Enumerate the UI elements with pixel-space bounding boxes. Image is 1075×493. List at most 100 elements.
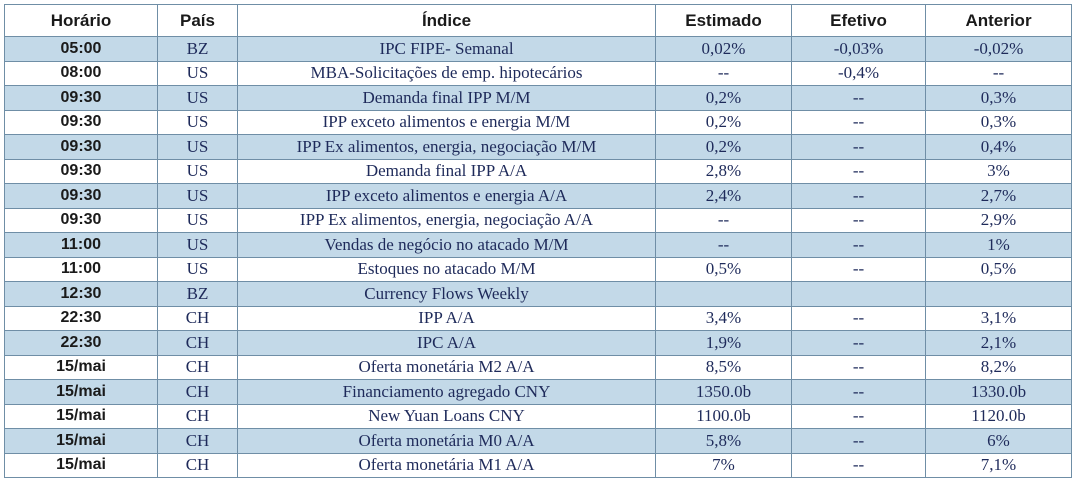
- actual-cell: -0,03%: [791, 36, 926, 62]
- index-cell: Financiamento agregado CNY: [237, 379, 656, 405]
- table-row: 09:30 US Demanda final IPP M/M 0,2% -- 0,3%: [4, 85, 1072, 111]
- actual-cell: --: [791, 85, 926, 111]
- time-cell: 11:00: [4, 232, 158, 258]
- previous-cell: 0,4%: [925, 134, 1072, 160]
- estimated-cell: 1100.0b: [655, 403, 792, 429]
- previous-cell: 0,3%: [925, 85, 1072, 111]
- time-cell: 15/mai: [4, 428, 158, 454]
- previous-cell: 1330.0b: [925, 379, 1072, 405]
- time-cell: 15/mai: [4, 354, 158, 380]
- index-cell: IPP Ex alimentos, energia, negociação M/…: [237, 134, 656, 160]
- country-cell: BZ: [157, 281, 238, 307]
- actual-cell: [791, 281, 926, 307]
- country-cell: US: [157, 109, 238, 135]
- country-cell: CH: [157, 305, 238, 331]
- header-actual: Efetivo: [791, 4, 926, 37]
- country-cell: BZ: [157, 36, 238, 62]
- index-cell: IPP A/A: [237, 305, 656, 331]
- time-cell: 09:30: [4, 158, 158, 184]
- time-cell: 08:00: [4, 60, 158, 86]
- time-cell: 15/mai: [4, 452, 158, 478]
- table-row: 11:00 US Estoques no atacado M/M 0,5% -- 0,5%: [4, 256, 1072, 282]
- estimated-cell: 2,4%: [655, 183, 792, 209]
- header-estimated: Estimado: [655, 4, 792, 37]
- table-row: 09:30 US IPP Ex alimentos, energia, negoci…: [4, 134, 1072, 160]
- estimated-cell: 0,2%: [655, 85, 792, 111]
- previous-cell: -0,02%: [925, 36, 1072, 62]
- time-cell: 09:30: [4, 109, 158, 135]
- time-cell: 09:30: [4, 134, 158, 160]
- country-cell: US: [157, 85, 238, 111]
- header-index: Índice: [237, 4, 656, 37]
- country-cell: US: [157, 207, 238, 233]
- table-row: 15/mai CH Oferta monetária M0 A/A 5,8% -- 6%: [4, 428, 1072, 454]
- table-row: 11:00 US Vendas de negócio no atacado M/M -…: [4, 232, 1072, 258]
- actual-cell: --: [791, 158, 926, 184]
- country-cell: US: [157, 183, 238, 209]
- header-previous: Anterior: [925, 4, 1072, 37]
- country-cell: US: [157, 256, 238, 282]
- table-row: 09:30 US Demanda final IPP A/A 2,8% -- 3%: [4, 158, 1072, 184]
- table-row: 05:00 BZ IPC FIPE- Semanal 0,02% -0,03% -0,02…: [4, 36, 1072, 62]
- time-cell: 15/mai: [4, 403, 158, 429]
- estimated-cell: 8,5%: [655, 354, 792, 380]
- table-row: 15/mai CH New Yuan Loans CNY 1100.0b -- 1120.…: [4, 403, 1072, 429]
- economic-calendar-table: Horário País Índice Estimado Efetivo Ant…: [4, 4, 1072, 478]
- estimated-cell: 5,8%: [655, 428, 792, 454]
- estimated-cell: 0,5%: [655, 256, 792, 282]
- estimated-cell: 0,2%: [655, 134, 792, 160]
- time-cell: 15/mai: [4, 379, 158, 405]
- time-cell: 09:30: [4, 85, 158, 111]
- country-cell: US: [157, 134, 238, 160]
- table-row: 22:30 CH IPC A/A 1,9% -- 2,1%: [4, 330, 1072, 356]
- index-cell: Vendas de negócio no atacado M/M: [237, 232, 656, 258]
- country-cell: CH: [157, 428, 238, 454]
- previous-cell: --: [925, 60, 1072, 86]
- actual-cell: --: [791, 379, 926, 405]
- actual-cell: --: [791, 109, 926, 135]
- actual-cell: --: [791, 232, 926, 258]
- table-row: 22:30 CH IPP A/A 3,4% -- 3,1%: [4, 305, 1072, 331]
- index-cell: Oferta monetária M2 A/A: [237, 354, 656, 380]
- index-cell: IPP exceto alimentos e energia A/A: [237, 183, 656, 209]
- index-cell: IPC FIPE- Semanal: [237, 36, 656, 62]
- country-cell: CH: [157, 403, 238, 429]
- estimated-cell: 0,02%: [655, 36, 792, 62]
- table-row: 09:30 US IPP exceto alimentos e energia A/…: [4, 183, 1072, 209]
- previous-cell: 2,9%: [925, 207, 1072, 233]
- actual-cell: --: [791, 452, 926, 478]
- estimated-cell: 1350.0b: [655, 379, 792, 405]
- previous-cell: 7,1%: [925, 452, 1072, 478]
- country-cell: US: [157, 60, 238, 86]
- country-cell: CH: [157, 330, 238, 356]
- actual-cell: --: [791, 134, 926, 160]
- time-cell: 12:30: [4, 281, 158, 307]
- header-row: Horário País Índice Estimado Efetivo Ant…: [4, 4, 1072, 37]
- estimated-cell: --: [655, 60, 792, 86]
- actual-cell: --: [791, 207, 926, 233]
- index-cell: New Yuan Loans CNY: [237, 403, 656, 429]
- header-time: Horário: [4, 4, 158, 37]
- country-cell: US: [157, 232, 238, 258]
- previous-cell: 3,1%: [925, 305, 1072, 331]
- estimated-cell: --: [655, 207, 792, 233]
- table-row: 15/mai CH Oferta monetária M2 A/A 8,5% -- 8,2…: [4, 354, 1072, 380]
- country-cell: CH: [157, 379, 238, 405]
- previous-cell: 2,1%: [925, 330, 1072, 356]
- country-cell: CH: [157, 452, 238, 478]
- index-cell: Demanda final IPP A/A: [237, 158, 656, 184]
- previous-cell: 1120.0b: [925, 403, 1072, 429]
- actual-cell: --: [791, 428, 926, 454]
- actual-cell: --: [791, 330, 926, 356]
- table-row: 15/mai CH Oferta monetária M1 A/A 7% -- 7,1%: [4, 452, 1072, 478]
- index-cell: IPP exceto alimentos e energia M/M: [237, 109, 656, 135]
- previous-cell: 8,2%: [925, 354, 1072, 380]
- time-cell: 22:30: [4, 305, 158, 331]
- index-cell: IPP Ex alimentos, energia, negociação A/…: [237, 207, 656, 233]
- estimated-cell: 2,8%: [655, 158, 792, 184]
- previous-cell: 3%: [925, 158, 1072, 184]
- time-cell: 09:30: [4, 183, 158, 209]
- index-cell: IPC A/A: [237, 330, 656, 356]
- previous-cell: 1%: [925, 232, 1072, 258]
- actual-cell: --: [791, 403, 926, 429]
